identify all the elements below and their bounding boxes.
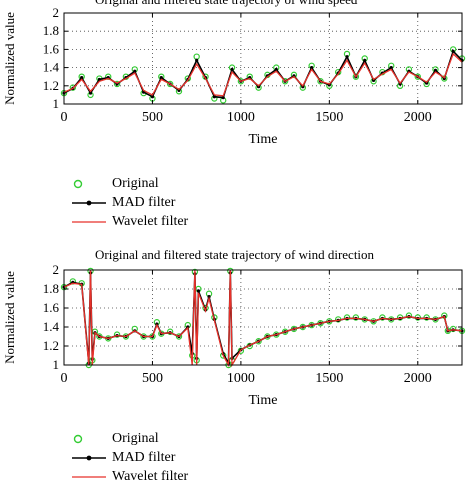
legend-label: Original [112,176,159,191]
y-tick-label: 1.8 [43,23,59,38]
data-point-mad-filter [230,67,234,72]
y-axis-label: Normalized value [2,271,17,364]
legend-item-original: Original [72,174,188,193]
data-point-mad-filter [212,95,216,99]
data-point-original [105,73,112,80]
data-point-mad-filter [433,68,438,72]
x-tick-label: 1000 [227,110,255,125]
chart-title: Original and filtered state trajectory o… [95,0,357,8]
legend-label: MAD filter [112,450,176,465]
x-tick-label: 500 [142,110,163,125]
y-tick-label: 1.8 [43,281,59,296]
data-point-original [69,278,77,285]
x-tick-label: 1000 [227,371,255,386]
plot-frame [63,12,463,105]
x-tick-label: 500 [142,371,163,386]
y-tick-label: 1.6 [43,41,60,56]
data-point-mad-filter [195,58,199,62]
y-tick-label: 1.6 [43,300,60,315]
data-point-mad-filter [133,69,137,73]
y-tick-label: 1.2 [43,338,59,353]
data-point-original [237,78,245,85]
data-point-original [166,328,174,335]
circle-marker-icon [73,434,83,444]
dot-line-marker-icon [72,200,106,206]
data-point-mad-filter [80,76,84,80]
y-axis-label: Normalized value [2,12,17,105]
wind-speed-chart: 1 1.2 1.4 1.6 1.8 2 0 500 1000 1500 2000 Time Normal… [2,5,466,147]
data-point-original [317,78,324,85]
legend-item-wavelet-filter: Wavelet filter [72,212,188,231]
x-tick-label: 1500 [315,371,343,386]
x-tick-label: 2000 [404,371,432,386]
data-point-original [352,314,360,321]
data-point-original [423,314,430,321]
plot-frame [63,269,463,366]
data-point-original [281,78,289,85]
data-point-mad-filter [221,96,225,100]
data-point-original [175,333,183,340]
data-point-original [113,331,121,338]
data-point-mad-filter [310,66,314,70]
data-point-original [166,80,174,88]
circle-marker-icon [73,179,83,189]
legend-wind-speed: Original MAD filter Wavelet filter [72,174,188,231]
data-point-mad-filter [345,55,349,59]
data-point-original [405,312,413,319]
data-point-mad-filter [97,77,101,82]
x-axis-label: Time [248,393,277,408]
chart-title: Original and filtered state trajectory o… [95,247,375,262]
data-point-original [69,84,77,91]
dot-line-marker-icon [72,455,106,461]
legend-wind-direction: Original MAD filter Wavelet filter [72,429,188,486]
data-point-original [237,347,245,354]
x-tick-label: 0 [61,110,68,125]
data-point-original [255,338,262,345]
x-tick-label: 1500 [315,110,343,125]
data-point-original [113,80,121,88]
x-tick-label: 0 [61,371,68,386]
y-tick-label: 1.4 [43,319,60,334]
red-line-icon [72,221,106,223]
y-tick-label: 1.2 [43,78,59,93]
x-tick-label: 2000 [404,110,432,125]
series-line-wavelet-filter [63,52,463,97]
data-point-original [343,314,351,321]
legend-item-mad-filter: MAD filter [72,448,188,467]
data-point-mad-filter [451,49,455,53]
data-point-mad-filter [196,289,201,293]
data-point-original [449,325,457,333]
legend-label: Wavelet filter [112,214,189,229]
data-point-mad-filter [389,66,393,70]
data-point-original [352,73,360,80]
legend-label: MAD filter [112,195,176,210]
red-line-icon [72,476,106,478]
y-tick-label: 1.4 [43,60,60,75]
data-point-mad-filter [88,91,93,95]
wind-direction-chart: 1 1.2 1.4 1.6 1.8 2 0 500 1000 1500 2000 Time Normal… [2,262,466,408]
legend-item-wavelet-filter: Wavelet filter [72,467,188,486]
legend-label: Original [112,431,159,446]
data-point-mad-filter [274,67,278,72]
series-line-wavelet-filter [63,269,463,368]
data-point-mad-filter [150,95,155,99]
data-point-original [414,73,421,80]
y-tick-label: 1 [53,357,60,372]
x-axis-label: Time [248,132,277,147]
data-point-mad-filter [159,76,163,80]
data-point-mad-filter [363,58,367,62]
y-tick-label: 1 [53,96,60,111]
legend-item-original: Original [72,429,188,448]
figure-canvas: 11.21.41.61.820 500 1000 1500 2000TimeNormal… [2,5,466,408]
data-point-original [379,314,386,321]
y-tick-label: 2 [53,262,60,277]
legend-label: Wavelet filter [112,469,189,484]
y-tick-label: 2 [53,5,60,20]
legend-item-mad-filter: MAD filter [72,193,188,212]
